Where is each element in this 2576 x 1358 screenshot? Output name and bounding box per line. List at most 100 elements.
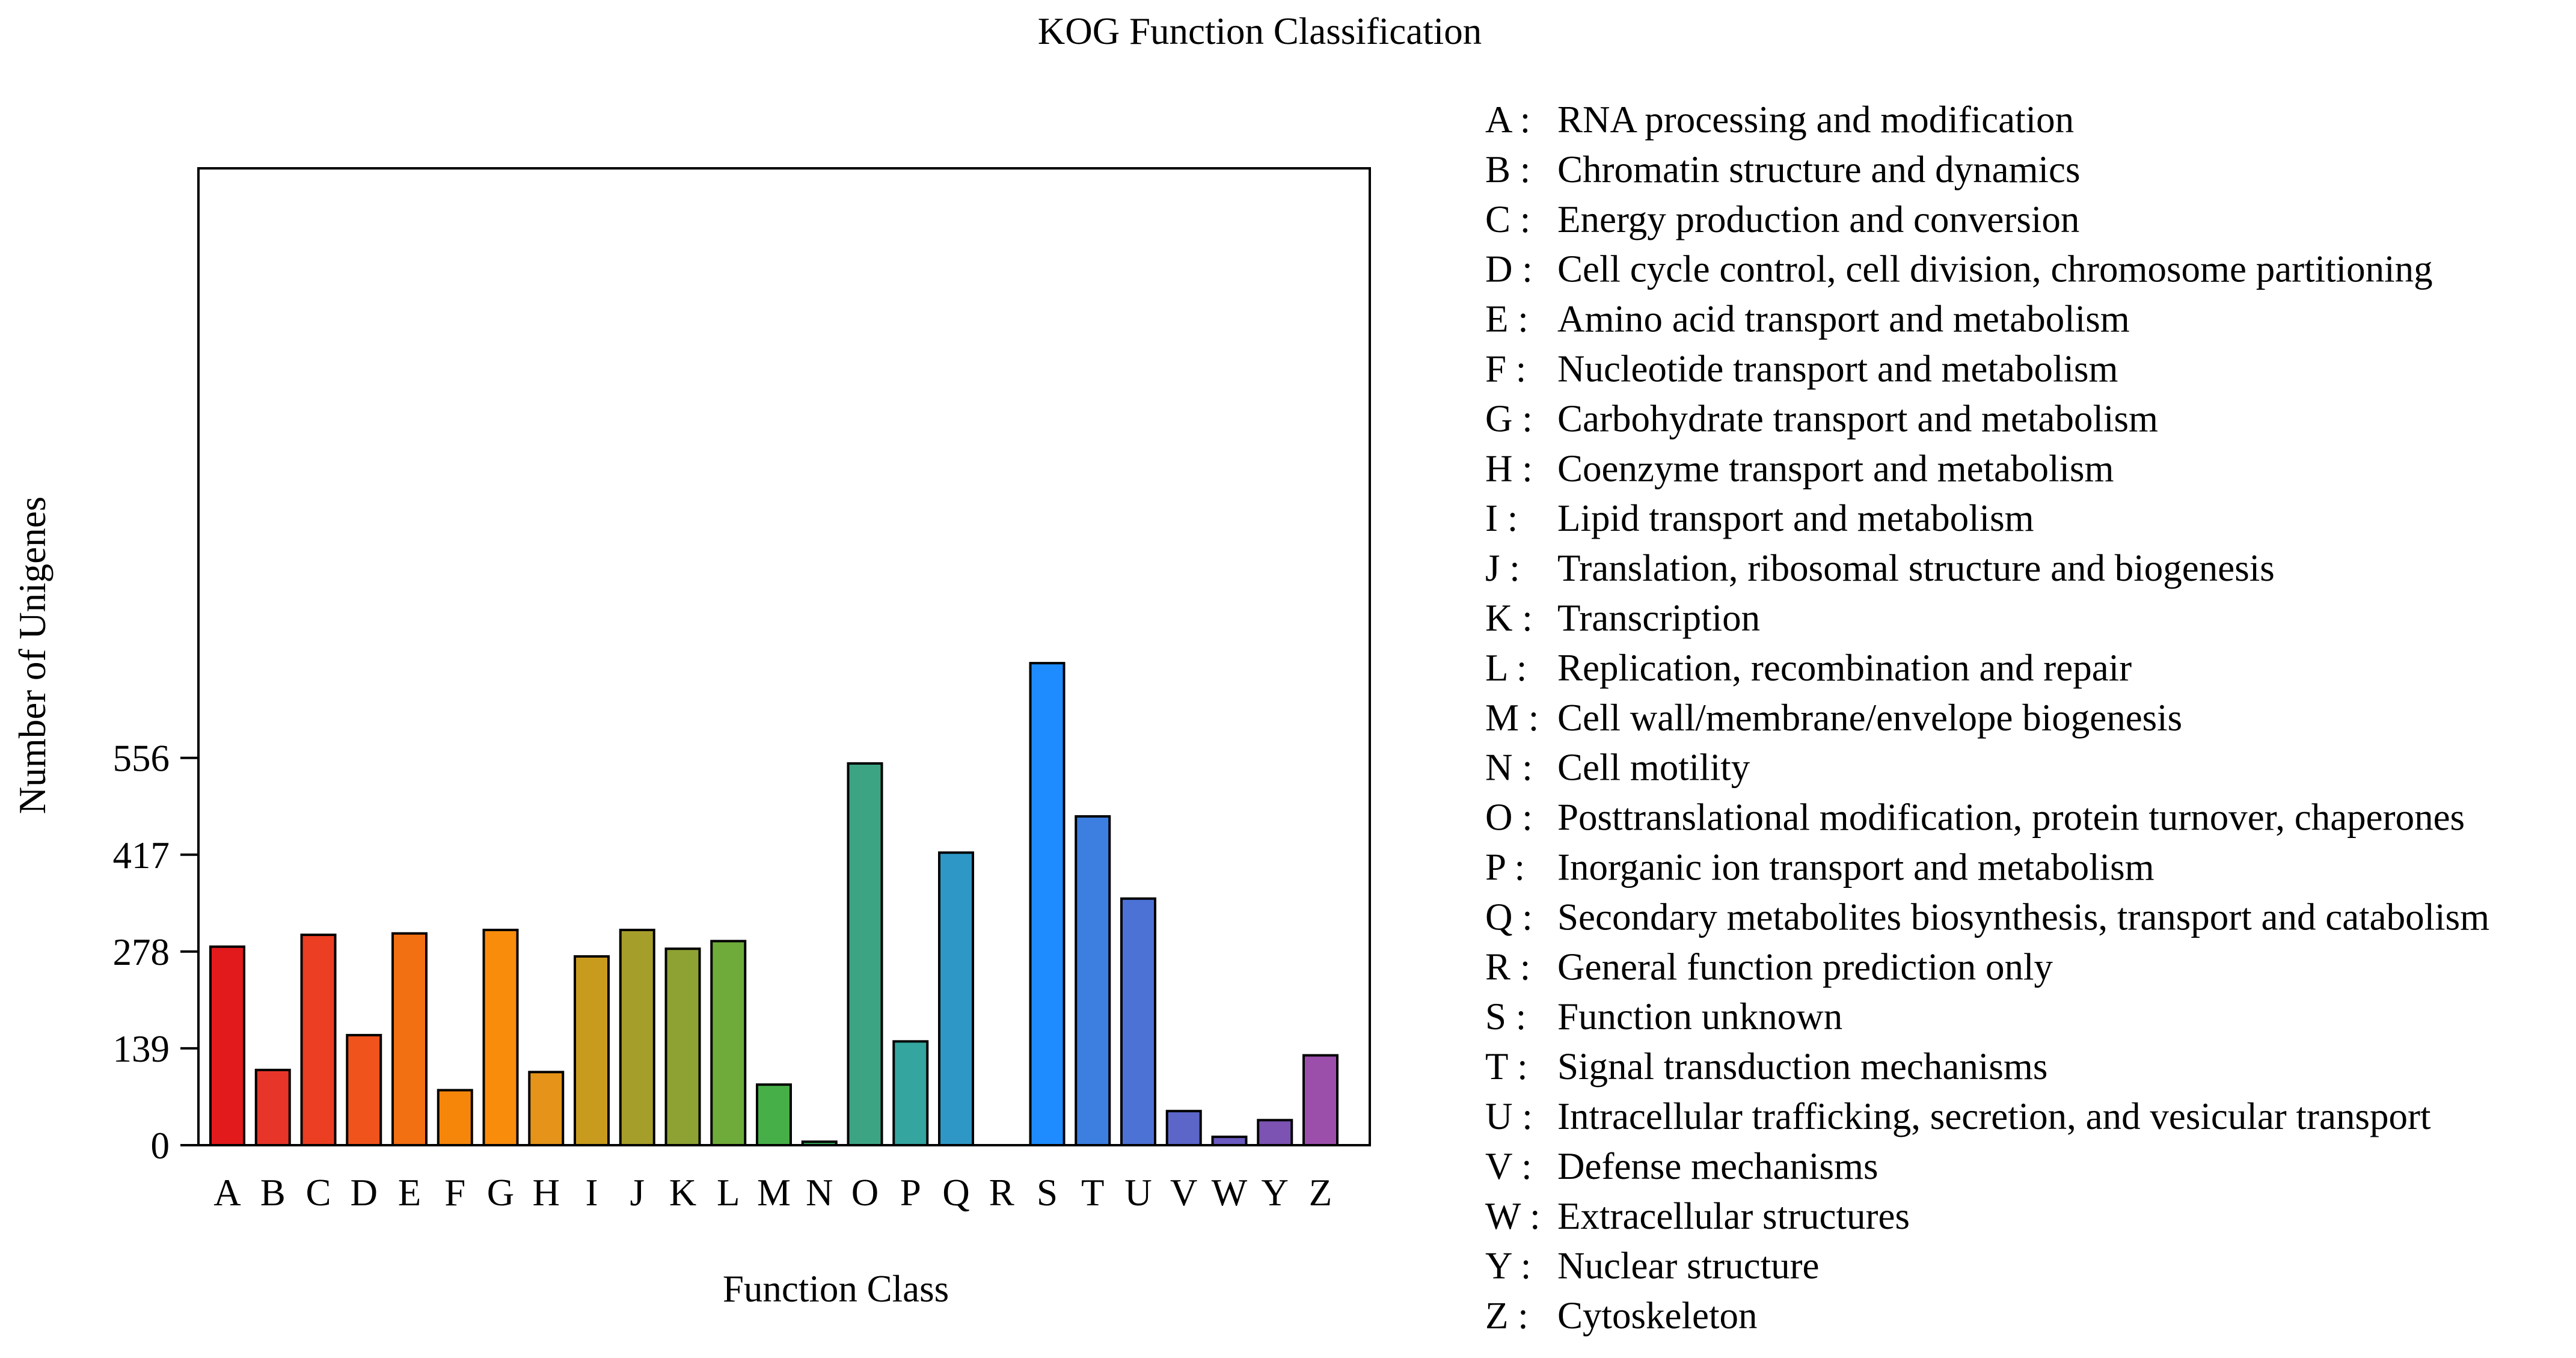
bar-M: [756, 1083, 792, 1147]
bar-J: [619, 928, 655, 1146]
x-tick-label-B: B: [260, 1172, 286, 1214]
x-tick-label-U: U: [1124, 1172, 1152, 1214]
legend-label-M: Cell wall/membrane/envelope biogenesis: [1557, 697, 2182, 739]
y-tick-label: 139: [113, 1028, 170, 1070]
bar-T: [1075, 815, 1111, 1146]
x-tick-label-L: L: [717, 1172, 740, 1214]
legend-code-O: O :: [1485, 797, 1533, 839]
legend-code-Y: Y :: [1485, 1245, 1531, 1287]
x-tick-label-P: P: [900, 1172, 921, 1214]
bar-N: [801, 1140, 838, 1147]
legend-label-I: Lipid transport and metabolism: [1557, 497, 2034, 539]
legend-code-V: V :: [1485, 1145, 1532, 1187]
legend-code-N: N :: [1485, 747, 1533, 789]
y-axis-title: Number of Unigenes: [11, 497, 54, 814]
legend-code-Z: Z :: [1485, 1295, 1529, 1337]
bar-W: [1211, 1136, 1248, 1146]
bar-C: [300, 934, 337, 1146]
y-tick-label: 417: [113, 834, 170, 876]
legend-code-U: U :: [1485, 1095, 1533, 1137]
legend-label-C: Energy production and conversion: [1557, 198, 2079, 240]
bar-I: [574, 955, 610, 1146]
x-tick-label-W: W: [1212, 1172, 1248, 1214]
bar-F: [437, 1089, 473, 1147]
legend-code-K: K :: [1485, 597, 1533, 639]
x-tick-label-K: K: [669, 1172, 697, 1214]
bar-H: [528, 1071, 565, 1147]
x-tick-label-J: J: [630, 1172, 645, 1214]
legend-label-O: Posttranslational modification, protein …: [1557, 797, 2465, 839]
bar-G: [482, 928, 519, 1146]
legend-code-Q: Q :: [1485, 896, 1533, 938]
bar-V: [1165, 1110, 1202, 1146]
legend-label-D: Cell cycle control, cell division, chrom…: [1557, 248, 2433, 290]
legend-label-F: Nucleotide transport and metabolism: [1557, 348, 2118, 390]
x-axis-title: Function Class: [723, 1268, 949, 1310]
legend-label-Z: Cytoskeleton: [1557, 1295, 1757, 1337]
legend-label-V: Defense mechanisms: [1557, 1145, 1878, 1187]
bar-A: [209, 945, 245, 1146]
x-tick-label-D: D: [351, 1172, 378, 1214]
legend-code-P: P :: [1485, 846, 1525, 889]
bar-P: [892, 1040, 929, 1146]
legend-code-B: B :: [1485, 148, 1530, 191]
x-tick-label-E: E: [398, 1172, 421, 1214]
x-tick-label-R: R: [989, 1172, 1014, 1214]
legend-code-E: E :: [1485, 298, 1529, 340]
bar-B: [254, 1068, 291, 1147]
legend-label-N: Cell motility: [1557, 747, 1750, 789]
legend-label-L: Replication, recombination and repair: [1557, 647, 2132, 689]
x-tick-label-G: G: [487, 1172, 515, 1214]
legend-code-C: C :: [1485, 198, 1530, 240]
legend-code-D: D :: [1485, 248, 1533, 290]
legend-label-E: Amino acid transport and metabolism: [1557, 298, 2130, 340]
x-tick-label-H: H: [533, 1172, 560, 1214]
legend-label-K: Transcription: [1557, 597, 1760, 639]
x-tick-label-S: S: [1037, 1172, 1058, 1214]
x-tick-label-O: O: [851, 1172, 879, 1214]
legend-code-H: H :: [1485, 447, 1533, 489]
legend-label-Q: Secondary metabolites biosynthesis, tran…: [1557, 896, 2489, 938]
legend-code-F: F :: [1485, 348, 1526, 390]
x-tick-label-F: F: [444, 1172, 465, 1214]
legend-code-I: I :: [1485, 497, 1518, 539]
x-tick-label-M: M: [757, 1172, 791, 1214]
x-tick-label-C: C: [305, 1172, 331, 1214]
legend-label-J: Translation, ribosomal structure and bio…: [1557, 547, 2275, 589]
bar-K: [664, 947, 701, 1146]
legend-label-A: RNA processing and modification: [1557, 99, 2074, 141]
legend-code-S: S :: [1485, 996, 1526, 1038]
x-tick-label-Z: Z: [1309, 1172, 1332, 1214]
legend-code-A: A :: [1485, 99, 1530, 141]
legend-code-J: J :: [1485, 547, 1520, 589]
legend-code-R: R :: [1485, 946, 1530, 988]
y-axis: 0 139 278 417 556: [113, 738, 198, 1167]
legend-code-W: W :: [1485, 1195, 1541, 1237]
bar-O: [847, 762, 883, 1146]
y-tick-label: 278: [113, 931, 170, 973]
bar-Q: [938, 851, 974, 1146]
chart-title: KOG Function Classification: [1038, 10, 1482, 52]
legend-label-S: Function unknown: [1557, 996, 1842, 1038]
legend-code-G: G :: [1485, 397, 1533, 439]
legend-label-Y: Nuclear structure: [1557, 1245, 1820, 1287]
bars-group: [209, 662, 1339, 1147]
legend: A : RNA processing and modification B : Chr…: [1485, 99, 2489, 1337]
y-tick-label: 556: [113, 738, 170, 780]
bar-E: [391, 932, 428, 1147]
x-tick-label-Q: Q: [942, 1172, 970, 1214]
y-tick-label: 0: [151, 1125, 170, 1167]
legend-code-T: T :: [1485, 1045, 1528, 1087]
legend-label-B: Chromatin structure and dynamics: [1557, 148, 2081, 191]
legend-label-U: Intracellular trafficking, secretion, an…: [1557, 1095, 2431, 1137]
x-tick-label-T: T: [1081, 1172, 1104, 1214]
legend-label-W: Extracellular structures: [1557, 1195, 1910, 1237]
plot-area-frame: [197, 167, 1371, 1146]
legend-code-L: L :: [1485, 647, 1527, 689]
legend-label-G: Carbohydrate transport and metabolism: [1557, 397, 2158, 439]
legend-label-H: Coenzyme transport and metabolism: [1557, 447, 2114, 489]
x-tick-label-A: A: [213, 1172, 241, 1214]
legend-code-M: M :: [1485, 697, 1539, 739]
bar-D: [346, 1033, 382, 1146]
